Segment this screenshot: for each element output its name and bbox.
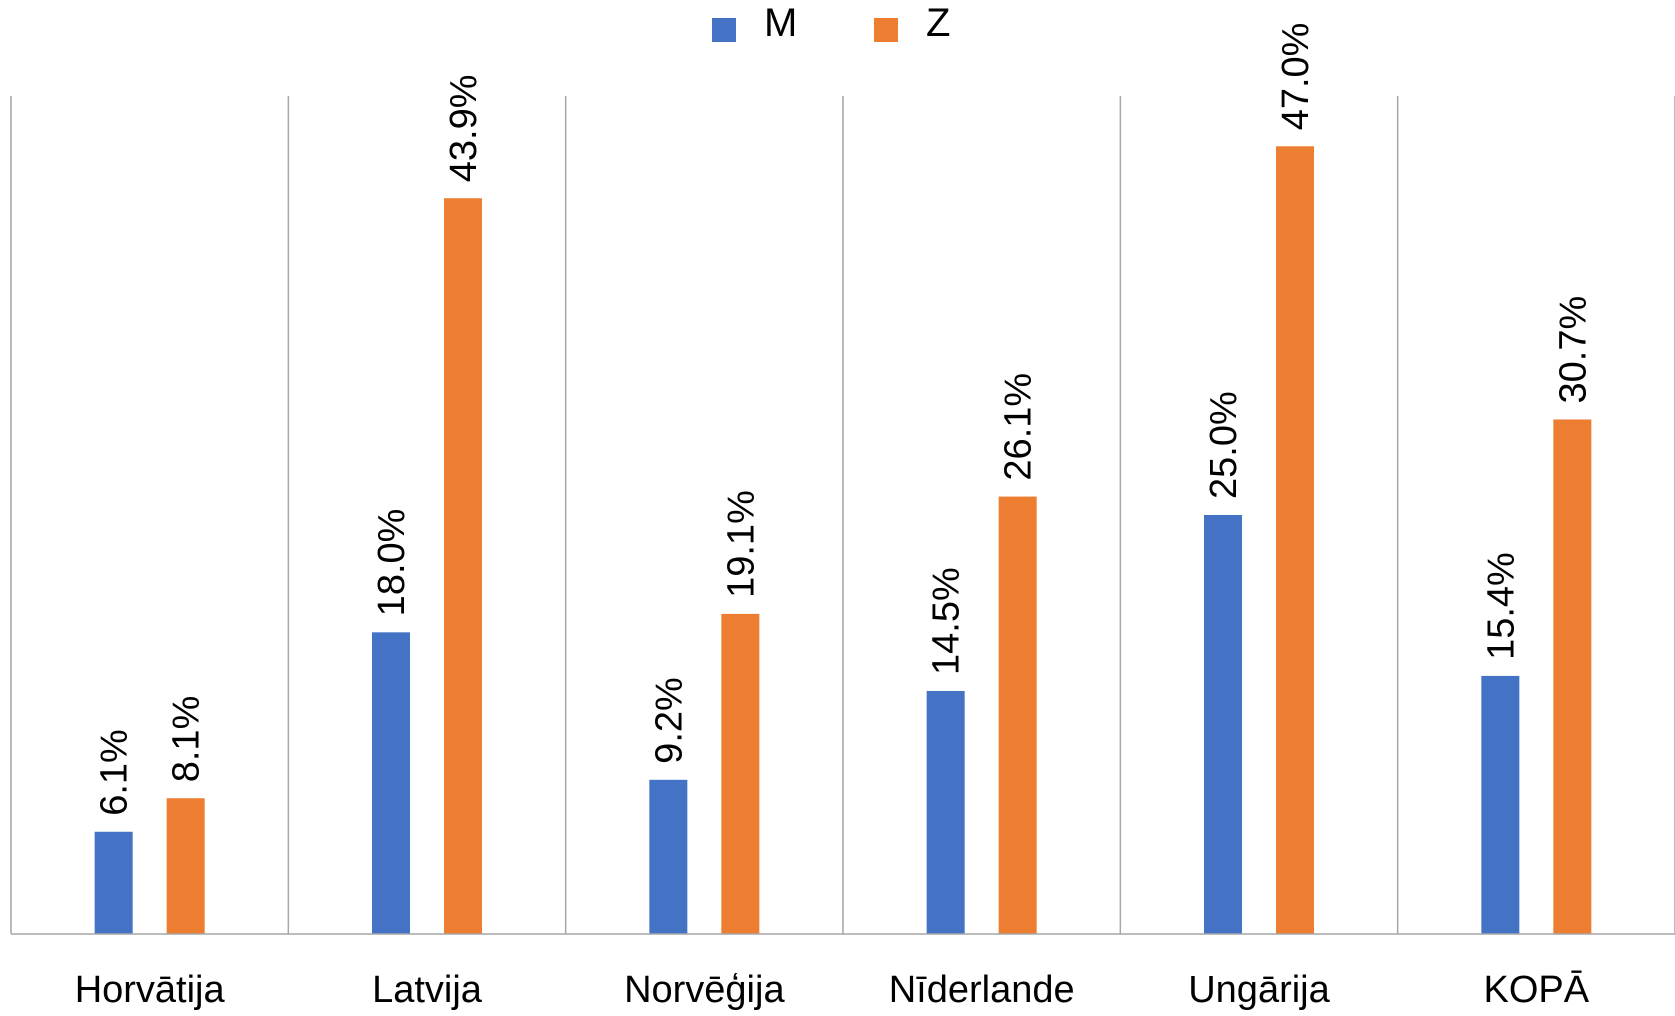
data-label: 9.2% bbox=[648, 677, 690, 764]
bar-m bbox=[926, 690, 965, 934]
bar-z bbox=[444, 198, 482, 935]
x-tick-label: Ungārija bbox=[1188, 969, 1330, 1011]
data-label: 19.1% bbox=[720, 490, 762, 598]
data-label: 8.1% bbox=[166, 696, 208, 783]
bar-z bbox=[998, 496, 1037, 934]
bar-m bbox=[649, 779, 688, 934]
bars bbox=[94, 146, 1592, 935]
data-label: 15.4% bbox=[1480, 552, 1522, 660]
legend-label-z: Z bbox=[926, 1, 950, 45]
bar-m bbox=[94, 831, 133, 934]
bar-z bbox=[1276, 146, 1314, 934]
data-label: 25.0% bbox=[1203, 391, 1245, 499]
bar-m bbox=[372, 632, 410, 934]
data-label: 43.9% bbox=[443, 74, 485, 182]
legend-swatch-z bbox=[874, 18, 898, 42]
legend-label-m: M bbox=[764, 1, 797, 45]
bar-z bbox=[166, 798, 205, 934]
x-tick-label: Nīderlande bbox=[889, 969, 1075, 1011]
data-label: 26.1% bbox=[998, 373, 1040, 481]
bar-z bbox=[721, 613, 760, 934]
x-tick-label: Latvija bbox=[372, 969, 483, 1011]
x-tick-label: Horvātija bbox=[75, 969, 226, 1011]
data-label: 6.1% bbox=[94, 729, 136, 816]
data-label: 30.7% bbox=[1552, 296, 1594, 404]
x-tick-label: KOPĀ bbox=[1484, 969, 1590, 1011]
bar-z bbox=[1553, 419, 1592, 934]
bar-m bbox=[1481, 675, 1520, 934]
data-label: 18.0% bbox=[371, 509, 413, 617]
category-gridlines bbox=[10, 96, 1675, 934]
data-label: 47.0% bbox=[1275, 23, 1317, 131]
legend: M Z bbox=[712, 1, 950, 45]
x-axis-tick-labels: Horvātija Latvija Norvēģija Nīderlande Ungār… bbox=[75, 969, 1590, 1011]
x-tick-label: Norvēģija bbox=[624, 969, 785, 1011]
legend-swatch-m bbox=[712, 18, 736, 42]
bar-m bbox=[1204, 515, 1242, 934]
data-label: 14.5% bbox=[926, 567, 968, 675]
data-labels: 6.1% 8.1% 18.0% 43.9% 9.2% 19.1% 14.5% 26.1% 25.… bbox=[94, 23, 1595, 816]
